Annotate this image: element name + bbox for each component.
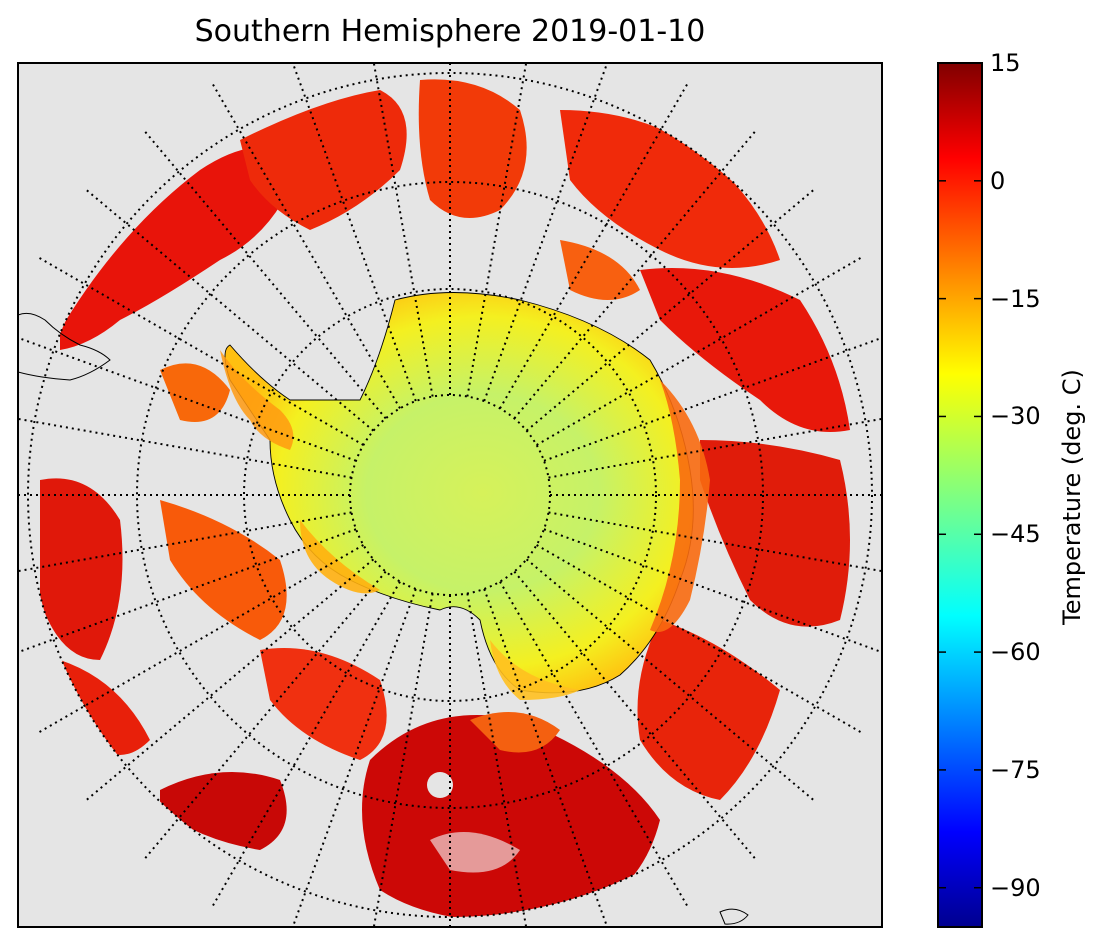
colorbar-tick-label: −30	[990, 402, 1041, 431]
colorbar-tick-label: −45	[990, 520, 1041, 549]
colorbar	[937, 62, 983, 928]
map-title: Southern Hemisphere 2019-01-10	[194, 14, 706, 49]
colorbar-tick-label: −90	[990, 873, 1041, 902]
colorbar-tick-label: −15	[990, 284, 1041, 313]
temperature-field	[40, 79, 850, 917]
meridian-lines	[18, 63, 882, 927]
colorbar-tick-label: 15	[990, 49, 1021, 77]
landmass-outline	[18, 312, 111, 381]
colorbar-tick-label: −75	[990, 755, 1041, 784]
map-frame	[17, 62, 883, 928]
colorbar-tick-label: −60	[990, 638, 1041, 667]
colorbar-ticks	[938, 62, 982, 889]
colorbar-tick-label: 0	[990, 166, 1006, 195]
colorbar-label: Temperature (deg. C)	[1058, 369, 1086, 625]
